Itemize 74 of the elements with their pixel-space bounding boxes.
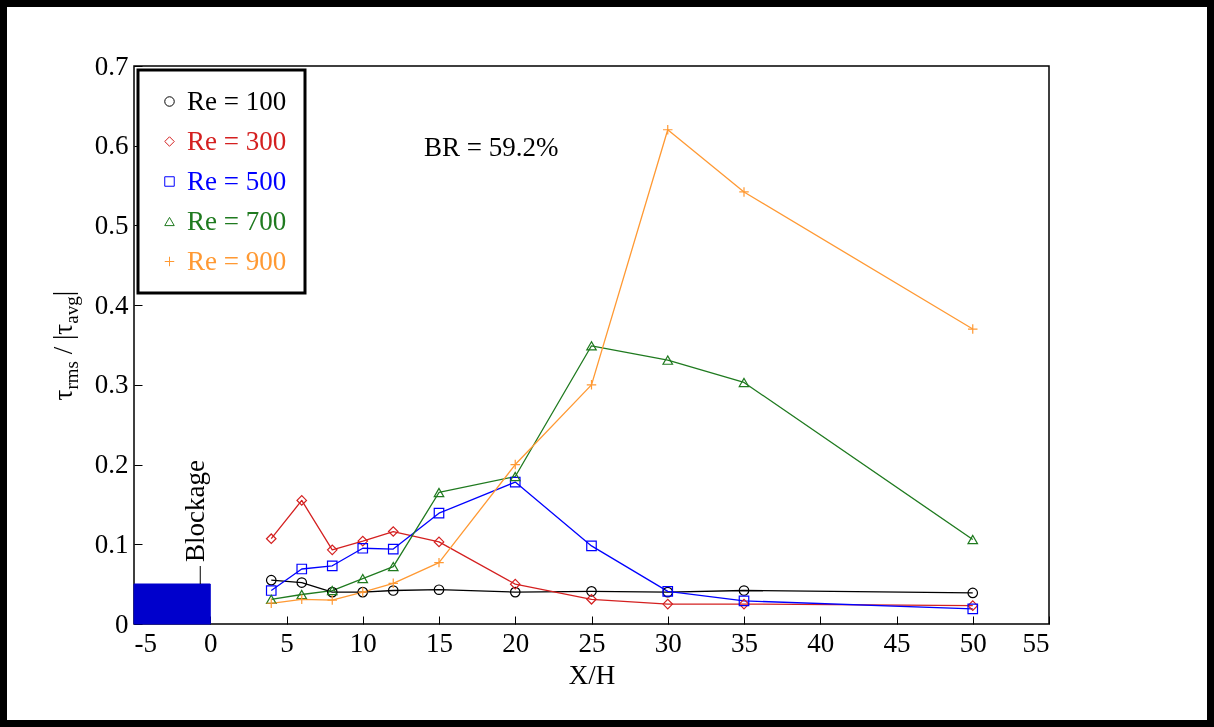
legend-label: Re = 500 — [187, 165, 287, 196]
point — [586, 379, 597, 391]
annotation: BR = 59.2% — [424, 132, 559, 162]
point — [265, 585, 277, 596]
y-tick-label: 0.3 — [94, 369, 129, 400]
point — [387, 561, 399, 572]
point — [357, 535, 369, 547]
point — [326, 560, 338, 572]
point — [265, 533, 277, 545]
point — [433, 536, 445, 548]
y-tick-label: 0.6 — [94, 130, 129, 161]
point — [662, 598, 674, 610]
x-tick-label: 50 — [959, 627, 987, 658]
x-tick-label: 55 — [1022, 627, 1050, 658]
point — [387, 578, 399, 589]
legend-label: Re = 300 — [187, 125, 287, 156]
x-axis-title: X/H — [568, 659, 616, 690]
x-tick-label: -5 — [134, 627, 157, 658]
point — [296, 563, 308, 575]
point — [387, 526, 399, 537]
point — [586, 585, 597, 597]
point — [967, 534, 979, 545]
x-tick-label: 0 — [204, 627, 218, 658]
y-tick-label: 0.2 — [94, 449, 129, 480]
legend-label: Re = 900 — [187, 245, 287, 276]
x-tick-label: 25 — [578, 627, 606, 658]
y-tick-label: 0.4 — [94, 289, 129, 320]
y-tick-label: 0 — [115, 608, 129, 639]
point — [738, 186, 750, 198]
point — [326, 544, 338, 556]
band-label: Blockage — [180, 460, 211, 562]
point — [296, 593, 308, 605]
x-tick-label: 35 — [731, 627, 758, 658]
x-tick-label: 30 — [654, 627, 682, 658]
x-tick-label: 20 — [502, 627, 530, 658]
point — [509, 471, 521, 482]
x-tick-label: 10 — [349, 627, 377, 658]
point — [296, 577, 308, 588]
legend-label: Re = 700 — [187, 205, 287, 236]
point — [265, 597, 277, 609]
point — [265, 574, 277, 586]
y-tick-label: 0.7 — [94, 50, 129, 81]
point — [967, 323, 979, 335]
point — [296, 589, 308, 600]
point — [433, 507, 445, 519]
point — [433, 487, 445, 498]
point — [509, 459, 521, 470]
point — [738, 585, 750, 596]
point — [967, 587, 979, 599]
point — [433, 557, 445, 568]
x-tick-label: 45 — [883, 627, 911, 658]
point — [326, 594, 338, 606]
point — [387, 543, 399, 555]
point — [662, 124, 674, 136]
point — [662, 355, 674, 365]
point — [586, 341, 597, 351]
point — [265, 594, 277, 604]
point — [509, 578, 521, 590]
point — [357, 573, 369, 584]
x-tick-label: 5 — [280, 627, 294, 658]
point — [586, 593, 597, 605]
point — [738, 377, 750, 388]
point — [296, 495, 308, 506]
y-tick-label: 0.5 — [94, 209, 129, 240]
point — [387, 585, 399, 596]
legend-label: Re = 100 — [187, 85, 287, 116]
point — [433, 584, 445, 596]
y-tick-label: 0.1 — [94, 528, 129, 559]
x-tick-label: 40 — [807, 627, 835, 658]
point — [509, 586, 521, 598]
point — [586, 540, 597, 552]
point — [357, 542, 369, 554]
x-tick-label: 15 — [426, 627, 453, 658]
point — [509, 476, 521, 488]
